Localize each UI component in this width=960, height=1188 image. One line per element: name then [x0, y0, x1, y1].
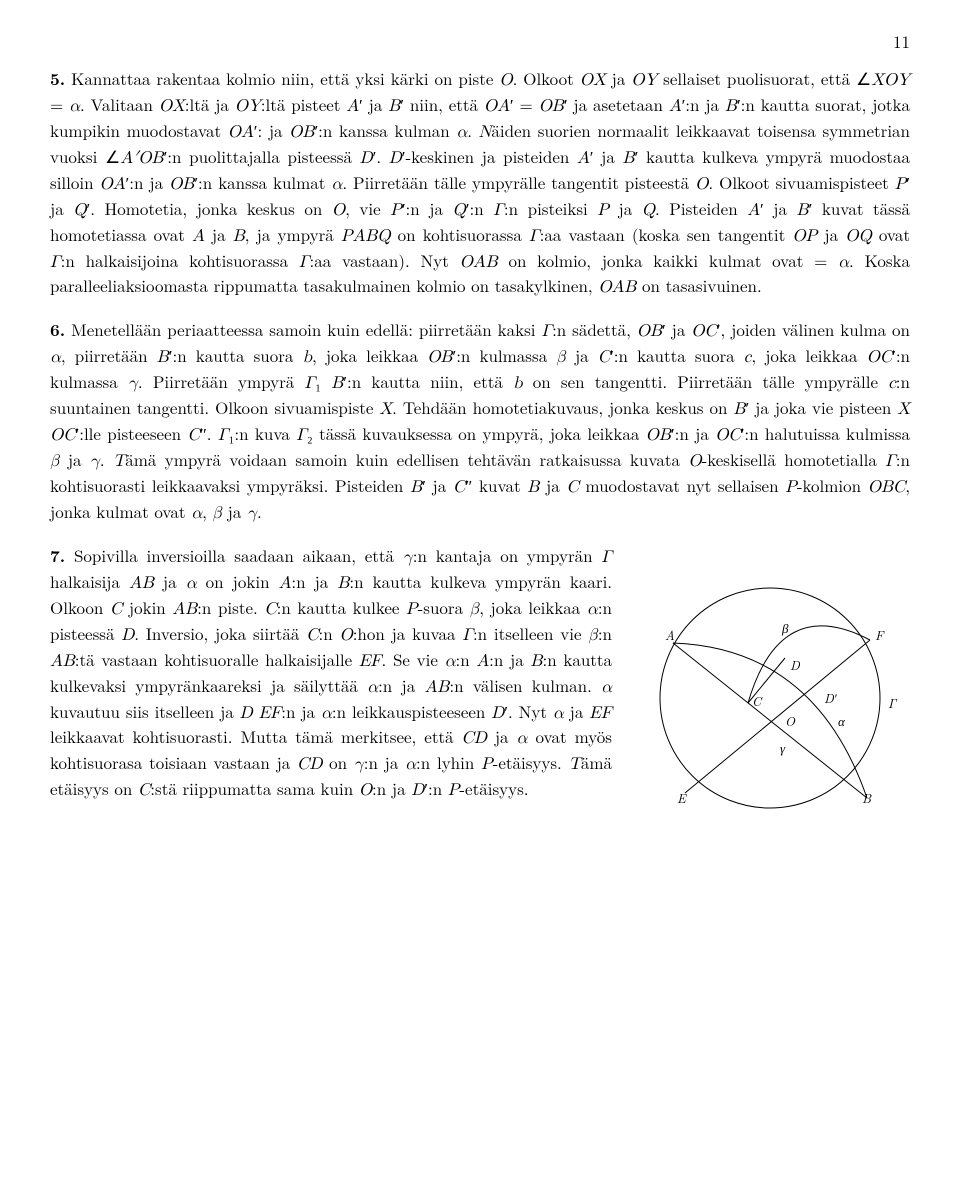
label-d: D — [790, 655, 801, 674]
section-text-6: Menetellään periaatteessa samoin kuin ed… — [50, 317, 910, 523]
label-e: E — [677, 788, 687, 807]
label-b: B — [862, 788, 872, 807]
label-beta: β — [781, 618, 789, 637]
label-gamma-big: Γ — [888, 693, 898, 712]
circle-gamma — [660, 588, 880, 808]
label-a: A — [665, 625, 675, 644]
section-text-7: Sopivilla inversioilla saadaan aikaan, e… — [50, 543, 612, 800]
paragraph-5: 5. Kannattaa rakentaa kolmio niin, että … — [50, 67, 910, 300]
label-o: O — [785, 711, 796, 730]
label-alpha: α — [838, 711, 846, 730]
label-dp: D′ — [824, 688, 837, 707]
label-gamma: γ — [780, 738, 786, 757]
arc-beta — [748, 626, 870, 703]
section-text-5: Kannattaa rakentaa kolmio niin, että yks… — [50, 66, 910, 298]
label-c: C — [752, 691, 763, 710]
section-lead-6: 6. — [50, 318, 65, 342]
geometry-svg: A F D C D′ O E B Γ β α γ — [630, 548, 910, 828]
paragraph-6: 6. Menetellään periaatteessa samoin kuin… — [50, 318, 910, 526]
section-lead-7: 7. — [50, 544, 65, 568]
geometry-figure: A F D C D′ O E B Γ β α γ — [630, 548, 910, 828]
page-number: 11 — [50, 30, 910, 53]
section-lead-5: 5. — [50, 67, 65, 91]
label-f: F — [875, 625, 885, 644]
